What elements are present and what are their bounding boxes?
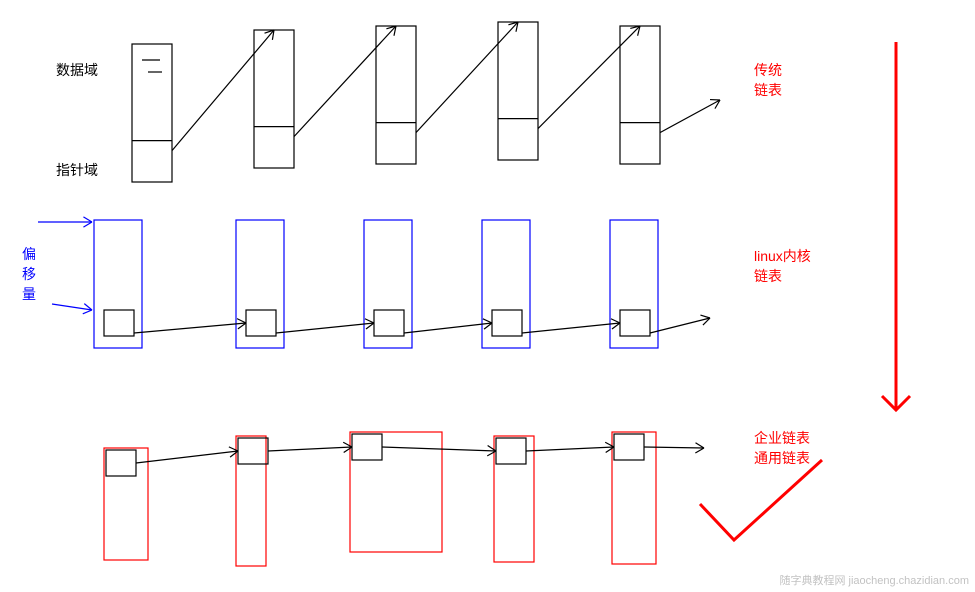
diagram-svg [0,0,975,592]
label-traditional-list: 传统 链表 [754,60,782,100]
label-pointer-field: 指针域 [56,160,98,180]
label-offset: 偏 移 量 [22,244,36,304]
label-linux-kernel-list: linux内核 链表 [754,246,811,286]
watermark: 随字典教程网 jiaocheng.chazidian.com [779,572,969,588]
label-data-field: 数据域 [56,60,98,80]
label-enterprise-list: 企业链表 通用链表 [754,428,810,468]
